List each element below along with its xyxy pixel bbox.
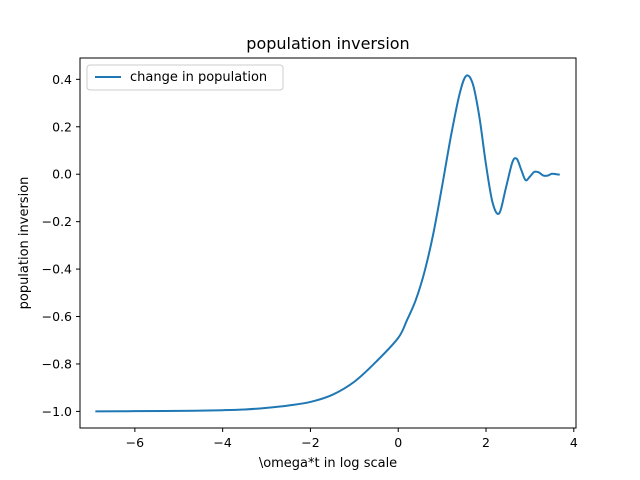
y-axis-label: population inversion bbox=[17, 177, 32, 310]
y-tick-label: −0.8 bbox=[42, 356, 72, 371]
series-layer bbox=[95, 74, 560, 413]
x-axis-ticks: −6 −4 −2 0 2 4 bbox=[126, 428, 578, 450]
series-line-0 bbox=[95, 74, 560, 413]
x-tick-label: 0 bbox=[394, 435, 402, 450]
chart-title: population inversion bbox=[246, 34, 409, 53]
x-axis-label: \omega*t in log scale bbox=[259, 456, 397, 471]
y-tick-label: −1.0 bbox=[42, 404, 72, 419]
y-tick-label: −0.2 bbox=[42, 214, 72, 229]
x-tick-label: −6 bbox=[126, 435, 144, 450]
x-tick-label: −2 bbox=[301, 435, 319, 450]
legend: change in population bbox=[86, 64, 284, 91]
legend-label: change in population bbox=[130, 70, 267, 85]
y-tick-label: 0.2 bbox=[52, 119, 72, 134]
y-tick-label: 0.4 bbox=[52, 72, 72, 87]
y-tick-label: 0.0 bbox=[52, 167, 72, 182]
y-axis-ticks: 0.4 0.2 0.0 −0.2 −0.4 −0.6 −0.8 −1.0 bbox=[42, 72, 80, 419]
x-tick-label: 4 bbox=[570, 435, 578, 450]
y-tick-label: −0.4 bbox=[42, 262, 72, 277]
plot-area bbox=[80, 58, 576, 428]
x-tick-label: −4 bbox=[213, 435, 231, 450]
y-tick-label: −0.6 bbox=[42, 309, 72, 324]
legend-box bbox=[86, 64, 284, 91]
x-tick-label: 2 bbox=[482, 435, 490, 450]
plot-frame bbox=[79, 57, 577, 429]
